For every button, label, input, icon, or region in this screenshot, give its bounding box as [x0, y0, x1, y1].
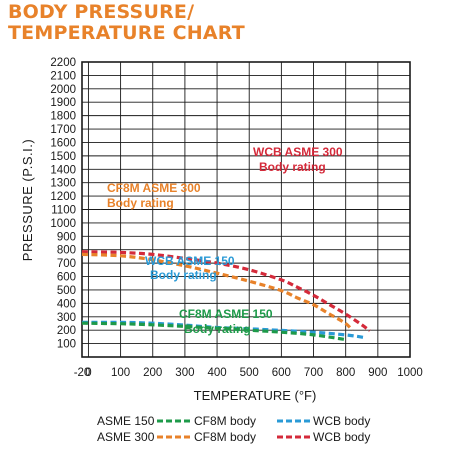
y-tick-label: 1400	[50, 164, 76, 176]
x-tick-label: 400	[207, 367, 226, 379]
legend-wcb-body-2: WCB body	[313, 430, 370, 444]
y-tick-label: 300	[57, 312, 76, 324]
y-tick-label: 1100	[51, 205, 76, 217]
legend-row-asme300: ASME 300	[97, 430, 155, 444]
legend-cf8m-body-1: CF8M body	[194, 414, 256, 428]
cf8m300-sublabel: Body rating	[107, 196, 174, 210]
y-tick-label: 1700	[50, 124, 76, 136]
tick-labels: 1002003004005006007008009001000110012001…	[50, 57, 422, 379]
x-tick-label: -20	[74, 367, 91, 379]
x-tick-label: 500	[240, 367, 259, 379]
y-tick-label: 500	[57, 285, 76, 297]
y-tick-label: 1800	[50, 111, 76, 123]
y-tick-label: 1000	[50, 218, 76, 230]
x-axis-title: TEMPERATURE (°F)	[194, 388, 317, 403]
wcb300-sublabel: Body rating	[259, 160, 326, 174]
y-tick-label: 800	[57, 245, 76, 257]
x-tick-label: 200	[143, 367, 162, 379]
series-line-cf8m150	[81, 321, 346, 342]
x-tick-label: 800	[336, 367, 355, 379]
y-tick-label: 2000	[50, 84, 76, 96]
wcb150-sublabel: Body rating	[150, 268, 217, 282]
wcb150-label: WCB ASME 150	[145, 254, 235, 268]
series-line-cf8m300	[81, 252, 354, 332]
y-tick-label: 900	[57, 231, 76, 243]
chart-title-line2: TEMPERATURE CHART	[8, 22, 245, 44]
plot-border	[81, 61, 411, 358]
plot-frame	[81, 61, 411, 358]
cf8m300-label: CF8M ASME 300	[107, 181, 201, 195]
x-tick-label: 600	[272, 367, 291, 379]
grid	[81, 61, 411, 357]
y-tick-label: 1600	[50, 137, 76, 149]
y-tick-label: 600	[57, 272, 76, 284]
cf8m150-label: CF8M ASME 150	[179, 307, 273, 321]
series-lines	[81, 250, 371, 342]
series-line-wcb150	[81, 320, 366, 340]
y-tick-label: 400	[57, 298, 76, 310]
legend-cf8m-body-2: CF8M body	[194, 430, 256, 444]
legend-row-asme150: ASME 150	[97, 414, 155, 428]
x-tick-label: 300	[175, 367, 194, 379]
y-tick-label: 2200	[50, 57, 76, 69]
chart-title-line1: BODY PRESSURE/	[8, 1, 195, 23]
y-axis-title: PRESSURE (P.S.I.)	[20, 139, 35, 261]
y-tick-label: 1500	[50, 151, 76, 163]
y-tick-label: 200	[57, 325, 76, 337]
x-tick-label: 700	[304, 367, 323, 379]
legend: ASME 150 CF8M body WCB body ASME 300 CF8…	[97, 414, 370, 444]
x-tick-label: 1000	[397, 367, 423, 379]
x-tick-label: 0	[85, 367, 91, 379]
wcb300-label: WCB ASME 300	[253, 145, 343, 159]
series-line-wcb300	[81, 250, 371, 333]
y-tick-label: 2100	[50, 70, 76, 82]
cf8m150-sublabel: Body rating	[184, 322, 251, 336]
y-tick-label: 1200	[50, 191, 76, 203]
x-tick-label: 100	[111, 367, 130, 379]
chart-title: BODY PRESSURE/ TEMPERATURE CHART	[8, 2, 245, 44]
y-tick-label: 100	[57, 339, 76, 351]
y-tick-label: 1900	[50, 97, 76, 109]
y-tick-label: 1300	[50, 178, 76, 190]
y-tick-label: 700	[57, 258, 76, 270]
x-tick-label: 900	[368, 367, 387, 379]
legend-wcb-body-1: WCB body	[313, 414, 370, 428]
